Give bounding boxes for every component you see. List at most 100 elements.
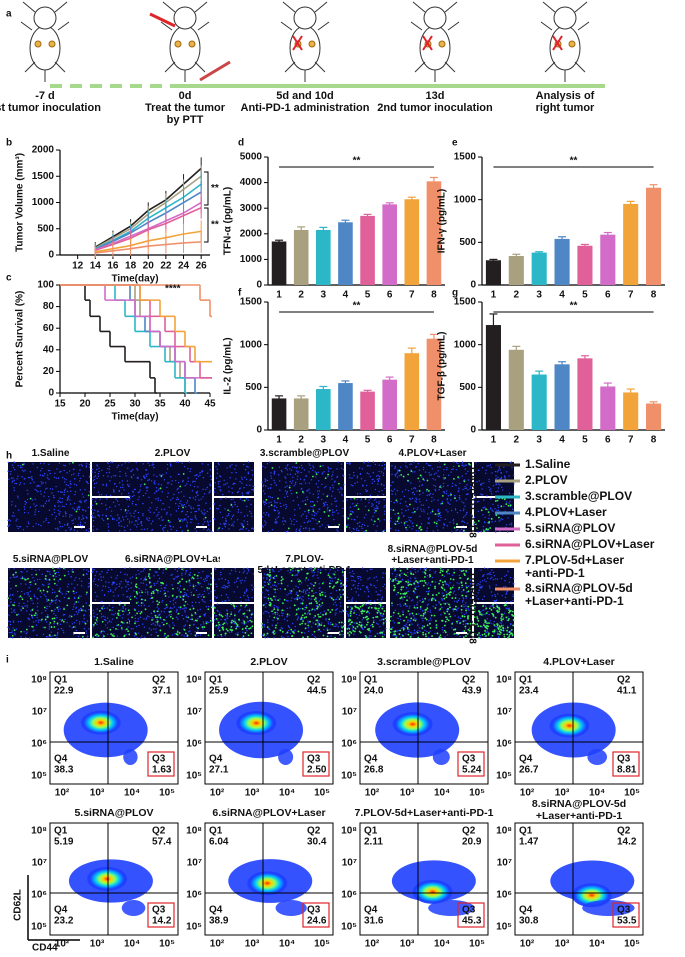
cell-dot <box>434 489 435 490</box>
cell-dot <box>186 483 187 484</box>
cell-dot <box>418 586 419 587</box>
cell-dot <box>491 493 492 494</box>
cell-dot <box>214 619 215 620</box>
cell-dot <box>239 481 240 482</box>
cell-dot <box>225 483 226 484</box>
cd8-dot <box>305 503 307 505</box>
cd8-dot <box>348 628 350 630</box>
cell-dot <box>53 495 54 496</box>
cell-dot <box>142 513 143 514</box>
cell-dot <box>167 606 168 607</box>
cell-dot <box>147 480 148 481</box>
cell-dot <box>289 572 290 573</box>
cell-dot <box>451 531 452 532</box>
cell-dot <box>51 492 52 493</box>
cd8-dot <box>141 611 143 613</box>
cd8-dot <box>316 473 318 475</box>
cell-dot <box>294 467 295 468</box>
cell-dot <box>375 587 376 588</box>
cell-dot <box>507 531 508 532</box>
cell-dot <box>394 502 395 503</box>
cell-dot <box>456 582 457 583</box>
cd8-dot <box>398 518 400 520</box>
cd8-dot <box>438 583 440 585</box>
cell-dot <box>185 570 186 571</box>
cell-dot <box>429 609 430 610</box>
cell-dot <box>58 611 59 612</box>
cd8-dot <box>441 503 443 505</box>
cell-dot <box>154 480 155 481</box>
x-tick-label: 22 <box>160 261 172 272</box>
cell-dot <box>286 594 287 595</box>
cd8-dot <box>27 578 29 580</box>
cell-dot <box>263 624 264 625</box>
cell-dot <box>360 577 361 578</box>
cell-dot <box>52 589 53 590</box>
cell-dot <box>449 504 450 505</box>
cell-dot <box>102 484 103 485</box>
cell-dot <box>107 463 108 464</box>
cell-dot <box>102 514 103 515</box>
cell-dot <box>167 496 168 497</box>
cell-dot <box>300 472 301 473</box>
cell-dot <box>184 594 185 595</box>
bar <box>360 216 375 285</box>
cell-dot <box>354 483 355 484</box>
cell-dot <box>268 612 269 613</box>
cell-dot <box>262 634 263 635</box>
cell-dot <box>336 500 337 501</box>
cell-dot <box>243 620 244 621</box>
cell-dot <box>189 575 190 576</box>
cell-dot <box>152 601 153 602</box>
cell-dot <box>270 484 271 485</box>
cell-dot <box>248 530 249 531</box>
cell-dot <box>275 521 276 522</box>
cell-dot <box>264 611 265 612</box>
cell-dot <box>268 599 269 600</box>
cell-dot <box>370 569 371 570</box>
cell-dot <box>394 513 395 514</box>
cell-dot <box>391 494 392 495</box>
cell-dot <box>223 480 224 481</box>
cd8-dot <box>230 613 232 615</box>
cd8-dot <box>342 584 344 586</box>
cell-dot <box>86 630 87 631</box>
cell-dot <box>247 610 248 611</box>
cd8-dot <box>505 503 507 505</box>
cell-dot <box>113 627 114 628</box>
cell-dot <box>319 600 320 601</box>
cell-dot <box>299 483 300 484</box>
cell-dot <box>14 602 15 603</box>
label: Anti-PD-1 administration <box>230 102 380 114</box>
cell-dot <box>76 485 77 486</box>
cell-dot <box>504 476 505 477</box>
cell-dot <box>79 464 80 465</box>
cell-dot <box>73 593 74 594</box>
cell-dot <box>450 499 451 500</box>
cell-dot <box>295 483 296 484</box>
cell-dot <box>55 596 56 597</box>
cell-dot <box>465 620 466 621</box>
cell-dot <box>484 506 485 507</box>
cell-dot <box>137 499 138 500</box>
cell-dot <box>134 524 135 525</box>
cell-dot <box>308 488 309 489</box>
cell-dot <box>79 595 80 596</box>
cd8-dot <box>353 626 355 628</box>
cell-dot <box>80 500 81 501</box>
cell-dot <box>268 496 269 497</box>
cell-dot <box>400 619 401 620</box>
cell-dot <box>231 472 232 473</box>
cell-dot <box>201 471 202 472</box>
bar <box>532 375 547 430</box>
cell-dot <box>436 514 437 515</box>
cell-dot <box>20 465 21 466</box>
cell-dot <box>80 608 81 609</box>
cell-dot <box>237 519 238 520</box>
cd8-dot <box>187 617 189 619</box>
cell-dot <box>499 484 500 485</box>
cell-dot <box>459 483 460 484</box>
cd8-dot <box>449 616 451 618</box>
cell-dot <box>10 624 11 625</box>
cell-dot <box>347 597 348 598</box>
